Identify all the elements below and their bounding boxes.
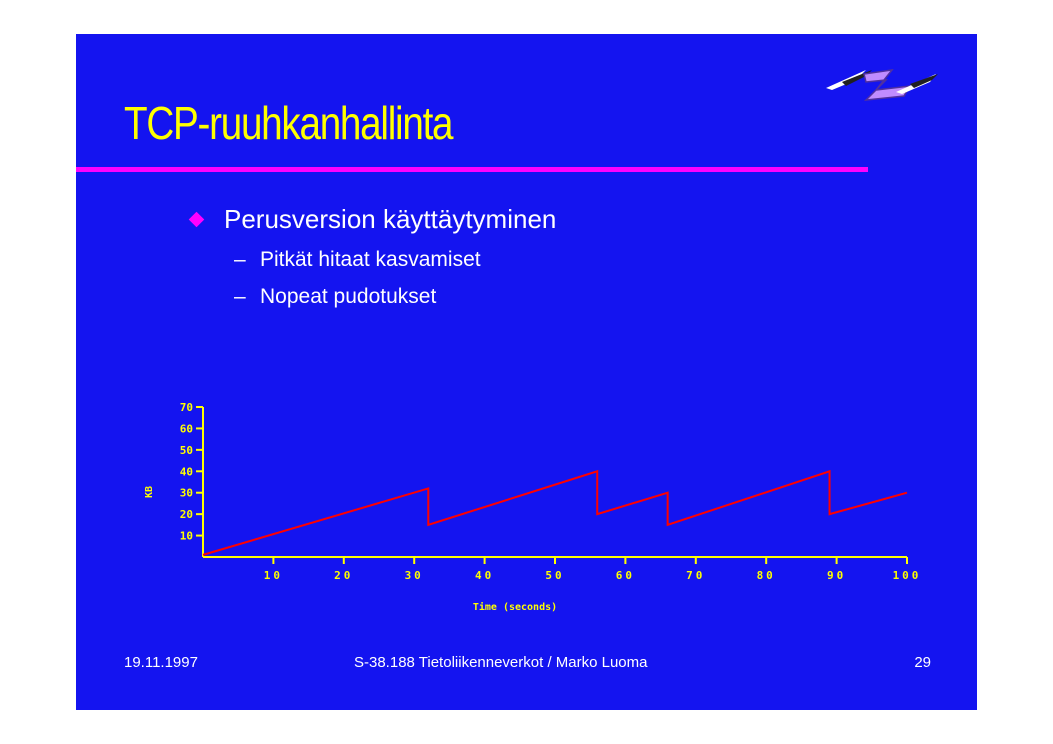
x-tick-label: 50 (545, 569, 564, 582)
slide: TCP-ruuhkanhallinta Perusversion käyttäy… (76, 34, 977, 710)
x-tick-label: 80 (757, 569, 776, 582)
title-divider (76, 167, 868, 172)
dash-marker: – (234, 248, 246, 271)
x-tick-label: 10 (264, 569, 283, 582)
sub-bullet-text: Pitkät hitaat kasvamiset (260, 248, 481, 271)
y-tick-label: 10 (180, 530, 193, 543)
sub-bullet-item: – Nopeat pudotukset (234, 285, 436, 309)
x-tick-label: 20 (334, 569, 353, 582)
x-tick-label: 70 (686, 569, 705, 582)
congestion-window-series-line (202, 469, 908, 556)
bullet-text: Perusversion käyttäytyminen (224, 204, 557, 234)
x-tick-label: 30 (405, 569, 424, 582)
y-tick-label: 20 (180, 508, 193, 521)
x-tick-label: 100 (893, 569, 922, 582)
y-axis-label: KB (144, 486, 155, 498)
dash-marker: – (234, 285, 246, 308)
x-tick-label: 60 (616, 569, 635, 582)
y-tick-label: 70 (180, 401, 193, 414)
page-title: TCP-ruuhkanhallinta (124, 97, 454, 149)
x-tick-label: 90 (827, 569, 846, 582)
y-tick-label: 50 (180, 444, 193, 457)
stylized-z-logo-icon (826, 68, 938, 101)
x-tick-label: 40 (475, 569, 494, 582)
page-number: 29 (914, 654, 931, 671)
sub-bullet-text: Nopeat pudotukset (260, 285, 437, 308)
footer-date: 19.11.1997 (124, 654, 198, 671)
congestion-window-chart: 10 20 30 40 50 60 70 10 20 30 40 50 60 70 80 90 100 Time … (144, 401, 922, 613)
diamond-bullet-icon (188, 211, 205, 228)
y-tick-label: 40 (180, 465, 193, 478)
y-tick-label: 30 (180, 487, 193, 500)
footer-course: S-38.188 Tietoliikenneverkot / Marko Luo… (354, 654, 648, 671)
x-axis-label: Time (seconds) (473, 601, 557, 613)
bullet-item: Perusversion käyttäytyminen (188, 204, 556, 235)
y-tick-label: 60 (180, 422, 193, 435)
sub-bullet-item: – Pitkät hitaat kasvamiset (234, 248, 481, 272)
